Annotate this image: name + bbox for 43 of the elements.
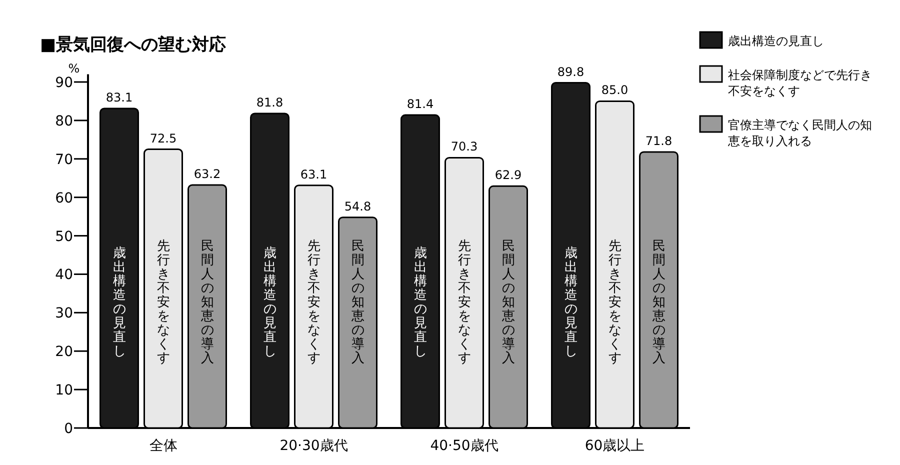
y-tick-label: 80 (55, 113, 73, 130)
y-tick-label: 30 (55, 306, 73, 322)
chart-title: ■景気回復への望む対応 (40, 35, 226, 55)
text: 先行き不安をなくす (307, 239, 320, 366)
data-label: 62.9 (494, 168, 522, 182)
data-label: 63.2 (194, 167, 221, 182)
legend-label: 官僚主導でなく民間人の知恵を取り入れる (727, 118, 872, 148)
y-tick-label: 90 (55, 75, 73, 91)
y-tick-label: 20 (55, 344, 73, 360)
annotation: 歳出構造の見直し (564, 246, 578, 360)
y-tick-label: 70 (55, 152, 73, 168)
x-tick-label: 全体 (149, 438, 178, 454)
data-label: 70.3 (450, 140, 478, 154)
text: 民間人の知恵の導入 (351, 239, 364, 366)
y-tick-label: 0 (64, 421, 73, 437)
data-label: 81.4 (406, 97, 434, 112)
y-axis-title: % (68, 61, 80, 76)
legend-label: 歳出構造の見直し (728, 34, 824, 48)
text: 民間人の知恵の導入 (200, 239, 214, 366)
data-label: 81.8 (256, 96, 284, 110)
x-tick-label: 60歳以上 (584, 438, 645, 454)
text: 民間人の知恵の導入 (502, 239, 515, 366)
y-tick-label: 10 (55, 382, 73, 399)
y-tick-label: 40 (55, 267, 73, 284)
legend-label: 社会保障制度などで先行き不安をなくす (728, 68, 872, 98)
data-label: 71.8 (645, 134, 672, 148)
annotation: 歳出構造の見直し (263, 246, 276, 360)
text: 民間人の知恵の導入 (652, 239, 666, 366)
y-tick-label: 50 (55, 228, 73, 245)
data-label: 89.8 (557, 64, 584, 79)
x-tick-label: 40·50歳代 (430, 438, 498, 454)
annotation: 歳出構造の見直し (414, 246, 427, 360)
text: 先行き不安をなくす (458, 239, 471, 366)
y-tick-label: 60 (55, 190, 73, 206)
data-label: 54.8 (344, 199, 372, 214)
text: 先行き不安をなくす (156, 239, 170, 366)
x-tick-label: 20·30歳代 (280, 438, 348, 454)
text: 先行き不安をなくす (608, 239, 622, 366)
data-label: 72.5 (150, 131, 177, 146)
annotation: 歳出構造の見直し (112, 246, 126, 360)
data-label: 63.1 (300, 167, 328, 182)
data-label: 83.1 (106, 90, 133, 105)
data-label: 85.0 (601, 83, 628, 98)
